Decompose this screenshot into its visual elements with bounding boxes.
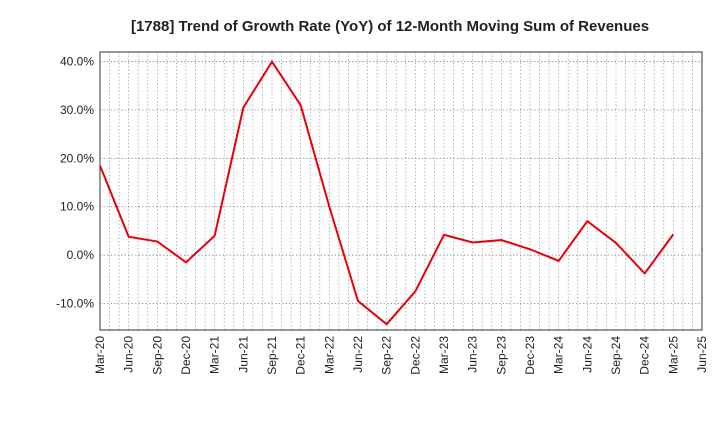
- y-tick-label: 40.0%: [60, 55, 94, 69]
- x-tick-label: Mar-24: [552, 336, 566, 374]
- y-axis: 40.0% 30.0% 20.0% 10.0% 0.0% -10.0%: [56, 55, 94, 311]
- x-tick-label: Sep-22: [380, 336, 394, 375]
- x-tick-label: Jun-25: [695, 336, 709, 373]
- y-tick-label: 10.0%: [60, 200, 94, 214]
- x-tick-label: Dec-21: [294, 336, 308, 375]
- x-tick-label: Dec-23: [523, 336, 537, 375]
- gridlines: [100, 52, 702, 330]
- x-tick-label: Sep-21: [265, 336, 279, 375]
- x-tick-label: Mar-21: [208, 336, 222, 374]
- x-tick-label: Jun-24: [580, 336, 594, 373]
- x-tick-label: Mar-20: [93, 336, 107, 374]
- x-tick-label: Dec-22: [408, 336, 422, 375]
- x-tick-label: Mar-23: [437, 336, 451, 374]
- y-tick-label: 0.0%: [67, 248, 95, 262]
- y-tick-label: 20.0%: [60, 151, 94, 165]
- x-tick-label: Jun-20: [122, 336, 136, 373]
- x-tick-label: Mar-25: [666, 336, 680, 374]
- x-axis: Mar-20 Jun-20 Sep-20 Dec-20 Mar-21 Jun-21 Sep-…: [93, 336, 709, 375]
- x-tick-label: Sep-24: [609, 336, 623, 375]
- x-tick-label: Mar-22: [322, 336, 336, 374]
- chart-title: [1788] Trend of Growth Rate (YoY) of 12-…: [131, 18, 649, 35]
- x-tick-label: Sep-23: [494, 336, 508, 375]
- x-tick-label: Jun-23: [466, 336, 480, 373]
- x-tick-label: Jun-22: [351, 336, 365, 373]
- y-tick-label: 30.0%: [60, 103, 94, 117]
- x-tick-label: Jun-21: [236, 336, 250, 373]
- x-tick-label: Dec-20: [179, 336, 193, 375]
- y-tick-label: -10.0%: [56, 296, 94, 310]
- x-tick-label: Dec-24: [638, 336, 652, 375]
- plot-frame: [100, 52, 702, 330]
- x-tick-label: Sep-20: [150, 336, 164, 375]
